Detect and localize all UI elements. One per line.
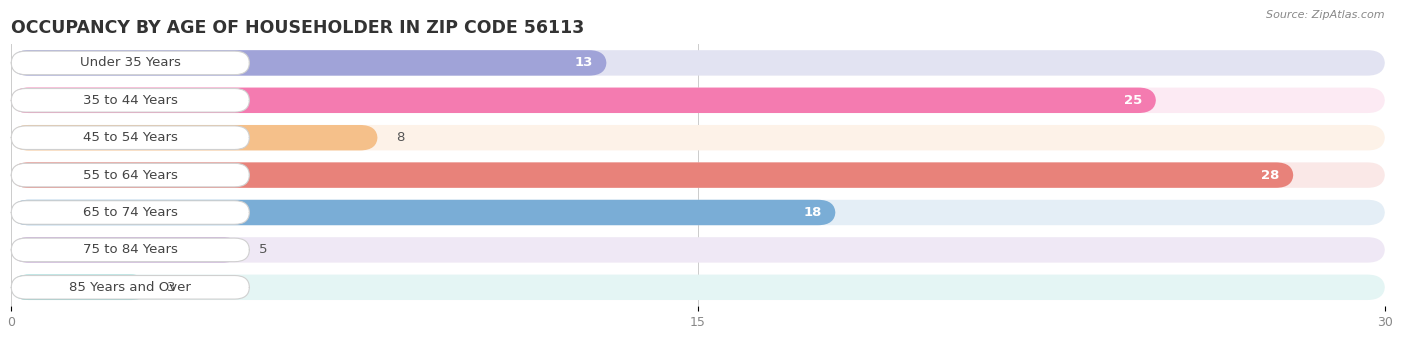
Text: Source: ZipAtlas.com: Source: ZipAtlas.com (1267, 10, 1385, 20)
Text: 28: 28 (1261, 169, 1279, 182)
Text: 45 to 54 Years: 45 to 54 Years (83, 131, 177, 144)
Text: 35 to 44 Years: 35 to 44 Years (83, 94, 177, 107)
FancyBboxPatch shape (11, 88, 1385, 113)
FancyBboxPatch shape (11, 125, 378, 150)
FancyBboxPatch shape (11, 51, 249, 75)
FancyBboxPatch shape (11, 237, 240, 262)
Text: 8: 8 (396, 131, 405, 144)
Text: 5: 5 (259, 243, 267, 256)
FancyBboxPatch shape (11, 163, 1385, 188)
Text: 85 Years and Over: 85 Years and Over (69, 281, 191, 294)
FancyBboxPatch shape (11, 238, 249, 262)
Text: 25: 25 (1123, 94, 1142, 107)
FancyBboxPatch shape (11, 275, 149, 300)
FancyBboxPatch shape (11, 88, 249, 112)
Text: 65 to 74 Years: 65 to 74 Years (83, 206, 177, 219)
FancyBboxPatch shape (11, 163, 1294, 188)
FancyBboxPatch shape (11, 50, 606, 75)
FancyBboxPatch shape (11, 163, 249, 187)
Text: 75 to 84 Years: 75 to 84 Years (83, 243, 177, 256)
Text: 13: 13 (575, 56, 593, 69)
FancyBboxPatch shape (11, 125, 1385, 150)
FancyBboxPatch shape (11, 200, 835, 225)
FancyBboxPatch shape (11, 126, 249, 150)
Text: 55 to 64 Years: 55 to 64 Years (83, 169, 177, 182)
FancyBboxPatch shape (11, 50, 1385, 75)
Text: OCCUPANCY BY AGE OF HOUSEHOLDER IN ZIP CODE 56113: OCCUPANCY BY AGE OF HOUSEHOLDER IN ZIP C… (11, 19, 585, 37)
FancyBboxPatch shape (11, 201, 249, 224)
Text: 18: 18 (803, 206, 821, 219)
FancyBboxPatch shape (11, 200, 1385, 225)
Text: 3: 3 (167, 281, 176, 294)
FancyBboxPatch shape (11, 275, 249, 299)
FancyBboxPatch shape (11, 88, 1156, 113)
FancyBboxPatch shape (11, 275, 1385, 300)
FancyBboxPatch shape (11, 237, 1385, 262)
Text: Under 35 Years: Under 35 Years (80, 56, 181, 69)
